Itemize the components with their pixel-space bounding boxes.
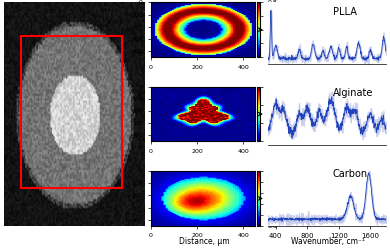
Text: PLLA: PLLA [333, 7, 357, 17]
Text: Wavenumber, cm⁻¹: Wavenumber, cm⁻¹ [291, 237, 365, 246]
Text: Alginate: Alginate [333, 88, 373, 98]
Text: Carbon: Carbon [333, 169, 368, 179]
Bar [21, 36, 122, 188]
Text: Distance, μm: Distance, μm [179, 237, 230, 246]
